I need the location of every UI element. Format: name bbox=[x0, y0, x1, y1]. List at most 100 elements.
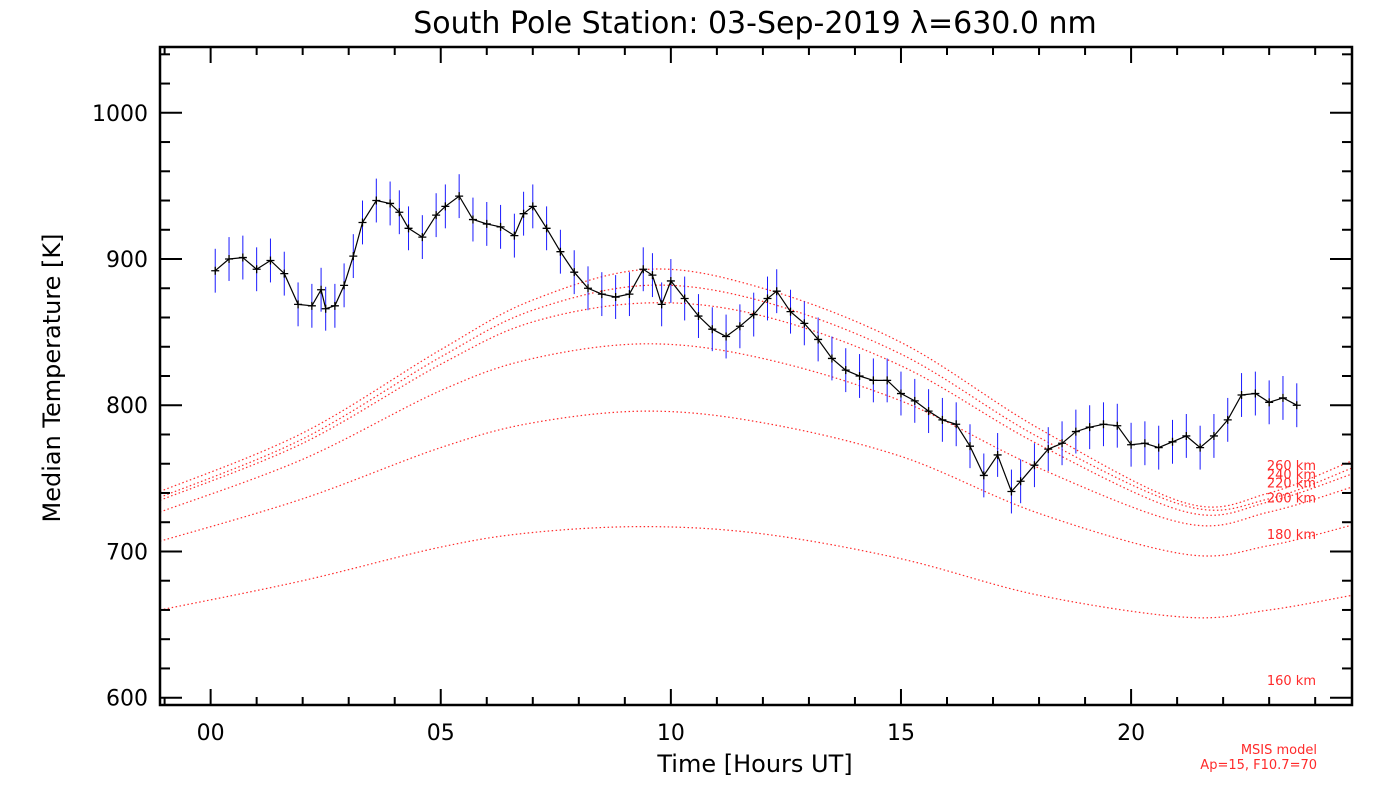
data-point bbox=[294, 300, 303, 309]
data-point bbox=[1209, 431, 1218, 440]
data-point bbox=[1265, 398, 1274, 407]
model-curve-220-km bbox=[159, 302, 1353, 516]
data-point bbox=[395, 208, 404, 217]
data-point bbox=[238, 253, 247, 262]
data-point bbox=[924, 407, 933, 416]
data-point bbox=[307, 301, 316, 310]
model-note: MSIS model bbox=[1241, 743, 1317, 758]
data-point bbox=[625, 290, 634, 299]
data-point bbox=[639, 265, 648, 274]
data-point bbox=[869, 376, 878, 385]
data-point bbox=[1007, 487, 1016, 496]
axis-ticks: 00 05 10 15 20 600 700 800 900 1000 bbox=[92, 47, 1352, 746]
model-params-note: Ap=15, F10.7=70 bbox=[1200, 758, 1317, 773]
data-point bbox=[722, 332, 731, 341]
data-point bbox=[418, 233, 427, 242]
data-point bbox=[404, 224, 413, 233]
x-axis-label: Time [Hours UT] bbox=[656, 750, 852, 778]
x-tick-label: 10 bbox=[657, 721, 685, 746]
data-point bbox=[1223, 415, 1232, 424]
data-point bbox=[694, 312, 703, 321]
data-point bbox=[680, 294, 689, 303]
model-curve-160-km bbox=[159, 525, 1353, 619]
data-point bbox=[1196, 443, 1205, 452]
data-point bbox=[1016, 477, 1025, 486]
data-point bbox=[772, 287, 781, 296]
y-tick-label: 900 bbox=[106, 248, 148, 273]
data-point bbox=[786, 307, 795, 316]
data-point bbox=[1154, 443, 1163, 452]
data-point bbox=[1251, 389, 1260, 398]
chart-title: South Pole Station: 03-Sep-2019 λ=630.0 … bbox=[413, 6, 1097, 41]
data-point bbox=[666, 276, 675, 285]
model-label-200-km: 200 km bbox=[1267, 491, 1316, 506]
model-curve-240-km bbox=[159, 284, 1353, 511]
data-point bbox=[896, 389, 905, 398]
data-point bbox=[1278, 393, 1287, 402]
model-label-220-km: 220 km bbox=[1267, 477, 1316, 492]
data-point bbox=[1030, 461, 1039, 470]
data-point bbox=[1099, 420, 1108, 429]
plot-frame bbox=[158, 45, 1354, 707]
data-point bbox=[708, 325, 717, 334]
data-point bbox=[211, 266, 220, 275]
data-point bbox=[358, 218, 367, 227]
data-point bbox=[280, 269, 289, 278]
model-curves bbox=[159, 268, 1353, 619]
data-point bbox=[496, 222, 505, 231]
x-tick-label: 05 bbox=[427, 721, 455, 746]
data-point bbox=[1127, 440, 1136, 449]
model-label-160-km: 160 km bbox=[1267, 674, 1316, 689]
data-point bbox=[349, 252, 358, 261]
measured-line bbox=[214, 195, 1298, 493]
data-point bbox=[763, 294, 772, 303]
y-tick-label: 700 bbox=[106, 540, 148, 565]
x-tick-label: 20 bbox=[1117, 721, 1145, 746]
model-curve-260-km bbox=[159, 268, 1353, 508]
data-point bbox=[910, 396, 919, 405]
data-point bbox=[841, 366, 850, 375]
data-point bbox=[1140, 439, 1149, 448]
data-point bbox=[455, 192, 464, 201]
data-point bbox=[800, 319, 809, 328]
model-label-180-km: 180 km bbox=[1267, 528, 1316, 543]
data-point bbox=[657, 300, 666, 309]
data-point bbox=[372, 196, 381, 205]
model-label-240-km: 240 km bbox=[1267, 468, 1316, 483]
data-point bbox=[827, 354, 836, 363]
data-point bbox=[938, 415, 947, 424]
data-point bbox=[814, 335, 823, 344]
data-point bbox=[584, 284, 593, 293]
data-point bbox=[266, 256, 275, 265]
data-point bbox=[1237, 391, 1246, 400]
x-tick-label: 15 bbox=[887, 721, 915, 746]
x-tick-label: 00 bbox=[197, 721, 225, 746]
data-point bbox=[317, 285, 326, 294]
data-point bbox=[966, 442, 975, 451]
data-point bbox=[1071, 427, 1080, 436]
data-point bbox=[1085, 423, 1094, 432]
data-point bbox=[510, 231, 519, 240]
data-point bbox=[330, 301, 339, 310]
model-curve-200-km bbox=[159, 343, 1353, 527]
data-point bbox=[1058, 439, 1067, 448]
model-label-260-km: 260 km bbox=[1267, 459, 1316, 474]
data-point bbox=[225, 255, 234, 264]
data-point bbox=[432, 211, 441, 220]
data-point bbox=[1113, 421, 1122, 430]
data-point bbox=[542, 224, 551, 233]
data-point bbox=[482, 219, 491, 228]
data-point bbox=[749, 310, 758, 319]
data-point bbox=[611, 293, 620, 302]
data-point bbox=[556, 247, 565, 256]
y-tick-label: 800 bbox=[106, 394, 148, 419]
data-point bbox=[1168, 437, 1177, 446]
model-curve-180-km bbox=[159, 410, 1353, 557]
y-axis-label: Median Temperature [K] bbox=[38, 233, 66, 522]
y-tick-label: 1000 bbox=[92, 102, 148, 127]
data-point bbox=[979, 471, 988, 480]
data-point bbox=[648, 271, 657, 280]
data-point bbox=[1044, 445, 1053, 454]
data-point bbox=[597, 290, 606, 299]
